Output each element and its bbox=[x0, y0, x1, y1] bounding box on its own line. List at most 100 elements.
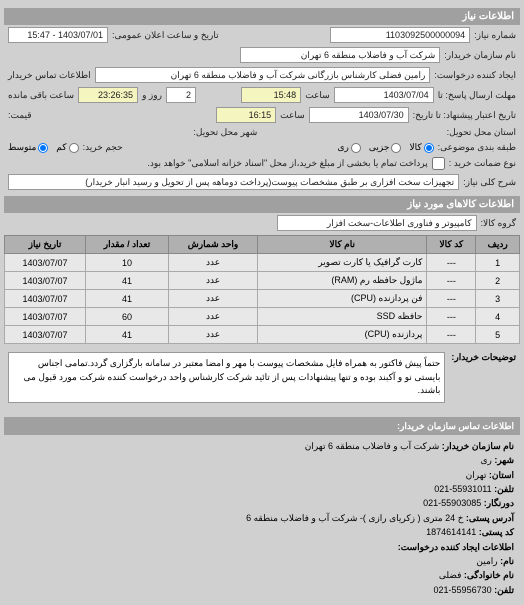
tel-label: تلفن: bbox=[494, 484, 514, 494]
volume-label: حجم خرید: bbox=[83, 142, 123, 153]
category-label: طبقه بندی موضوعی: bbox=[438, 142, 516, 153]
public-date-label: تاریخ و ساعت اعلان عمومی: bbox=[112, 30, 219, 41]
warranty-checkbox[interactable] bbox=[432, 157, 445, 170]
col-qty: تعداد / مقدار bbox=[85, 236, 168, 254]
days-label: روز و bbox=[142, 90, 162, 101]
radio-kala-label: کالا bbox=[409, 142, 421, 153]
table-row: 5---پردازنده (CPU)عدد411403/07/07 bbox=[5, 326, 520, 344]
desc: تجهیزات سخت افزاری بر طبق مشخصات پیوست(پ… bbox=[8, 174, 459, 190]
table-cell: 60 bbox=[85, 308, 168, 326]
creator-label: اطلاعات ایجاد کننده درخواست: bbox=[398, 542, 514, 552]
category-radio-group: کالا جزیی ری bbox=[338, 142, 434, 153]
radio-part-label: جزیی bbox=[369, 142, 390, 153]
table-cell: 1403/07/07 bbox=[5, 308, 86, 326]
table-cell: 1403/07/07 bbox=[5, 272, 86, 290]
col-name: نام کالا bbox=[258, 236, 427, 254]
table-cell: فن پردازنده (CPU) bbox=[258, 290, 427, 308]
addr: خ 24 متری ( زکریای رازی )- شرکت آب و فاض… bbox=[246, 513, 463, 523]
table-cell: 4 bbox=[476, 308, 520, 326]
col-rownum: ردیف bbox=[476, 236, 520, 254]
tel2-label: تلفن: bbox=[494, 585, 514, 595]
group: کامپیوتر و فناوری اطلاعات-سخت افزار bbox=[277, 215, 477, 231]
col-unit: واحد شمارش bbox=[169, 236, 258, 254]
addr-label: آدرس پستی: bbox=[466, 513, 514, 523]
deadline-send-date: 1403/07/04 bbox=[334, 87, 434, 103]
radio-kala[interactable]: کالا bbox=[409, 142, 433, 153]
table-cell: --- bbox=[427, 290, 476, 308]
radio-med[interactable]: متوسط bbox=[8, 142, 48, 153]
contact-label: اطلاعات تماس خریدار bbox=[8, 70, 91, 81]
col-code: کد کالا bbox=[427, 236, 476, 254]
requester-label: ایجاد کننده درخواست: bbox=[434, 70, 516, 81]
radio-med-label: متوسط bbox=[8, 142, 36, 153]
table-cell: عدد bbox=[169, 272, 258, 290]
table-cell: --- bbox=[427, 272, 476, 290]
post: 1874614141 bbox=[426, 527, 476, 537]
warranty-text: پرداخت تمام یا بخشی از مبلغ خرید،از محل … bbox=[147, 158, 427, 169]
request-no-label: شماره نیاز: bbox=[474, 30, 516, 41]
time-label-2: ساعت bbox=[280, 110, 305, 121]
radio-low[interactable]: کم bbox=[56, 142, 78, 153]
lastname-label: نام خانوادگی: bbox=[464, 570, 514, 580]
validity-date: 1403/07/30 bbox=[309, 107, 409, 123]
name-label: نام: bbox=[500, 556, 514, 566]
table-row: 1---کارت گرافیک یا کارت تصویرعدد101403/0… bbox=[5, 254, 520, 272]
request-no: 1103092500000094 bbox=[330, 27, 470, 43]
days-remaining: 2 bbox=[166, 87, 196, 103]
note-label: توضیحات خریدار: bbox=[451, 352, 516, 403]
table-cell: --- bbox=[427, 254, 476, 272]
prov: تهران bbox=[466, 470, 487, 480]
volume-radio-group: کم متوسط bbox=[8, 142, 79, 153]
fax: 55903085-021 bbox=[423, 498, 481, 508]
table-cell: 1403/07/07 bbox=[5, 290, 86, 308]
table-cell: 3 bbox=[476, 290, 520, 308]
table-row: 4---حافظه SSDعدد601403/07/07 bbox=[5, 308, 520, 326]
table-cell: عدد bbox=[169, 326, 258, 344]
table-cell: عدد bbox=[169, 254, 258, 272]
validity-time: 16:15 bbox=[216, 107, 276, 123]
note-text: حتماً پیش فاکتور به همراه فایل مشخصات پی… bbox=[8, 352, 445, 403]
table-cell: حافظه SSD bbox=[258, 308, 427, 326]
warranty-label: نوع ضمانت خرید : bbox=[449, 158, 516, 169]
table-cell: ماژول حافظه رم (RAM) bbox=[258, 272, 427, 290]
org: شرکت آب و فاضلاب منطقه 6 تهران bbox=[305, 441, 440, 451]
table-cell: 5 bbox=[476, 326, 520, 344]
public-date: 1403/07/01 - 15:47 bbox=[8, 27, 108, 43]
table-cell: 41 bbox=[85, 290, 168, 308]
name: رامین bbox=[476, 556, 497, 566]
deadline-send-label: مهلت ارسال پاسخ: تا bbox=[438, 90, 516, 101]
buyer-name: شرکت آب و فاضلاب منطقه 6 تهران bbox=[240, 47, 440, 63]
radio-rial[interactable]: ری bbox=[338, 142, 361, 153]
fax-label: دورنگار: bbox=[484, 498, 514, 508]
table-cell: 1 bbox=[476, 254, 520, 272]
remaining-time: 23:26:35 bbox=[78, 87, 138, 103]
bottom-title: اطلاعات تماس سازمان خریدار: bbox=[4, 417, 520, 435]
requester: رامین فضلی کارشناس بازرگانی شرکت آب و فا… bbox=[95, 67, 431, 83]
delivery-prov-label: استان محل تحویل: bbox=[447, 127, 516, 138]
table-cell: عدد bbox=[169, 308, 258, 326]
prov-label: استان: bbox=[489, 470, 514, 480]
price-label: قیمت: bbox=[8, 110, 32, 121]
table-cell: پردازنده (CPU) bbox=[258, 326, 427, 344]
radio-rial-label: ری bbox=[338, 142, 349, 153]
post-label: کد پستی: bbox=[479, 527, 514, 537]
table-cell: 1403/07/07 bbox=[5, 254, 86, 272]
table-cell: 10 bbox=[85, 254, 168, 272]
table-cell: 1403/07/07 bbox=[5, 326, 86, 344]
org-label: نام سازمان خریدار: bbox=[442, 441, 514, 451]
radio-part[interactable]: جزیی bbox=[369, 142, 402, 153]
deadline-send-time: 15:48 bbox=[241, 87, 301, 103]
remaining-label: ساعت باقی مانده bbox=[8, 90, 74, 101]
table-cell: 41 bbox=[85, 326, 168, 344]
table-cell: کارت گرافیک یا کارت تصویر bbox=[258, 254, 427, 272]
section-info-header: اطلاعات نیاز bbox=[4, 8, 520, 25]
table-row: 2---ماژول حافظه رم (RAM)عدد411403/07/07 bbox=[5, 272, 520, 290]
goods-section-header: اطلاعات کالاهای مورد نیاز bbox=[4, 196, 520, 213]
radio-low-label: کم bbox=[56, 142, 66, 153]
col-date: تاریخ نیاز bbox=[5, 236, 86, 254]
buyer-name-label: نام سازمان خریدار: bbox=[444, 50, 516, 61]
tel2: 55956730-021 bbox=[434, 585, 492, 595]
city-label: شهر: bbox=[494, 455, 514, 465]
table-cell: 41 bbox=[85, 272, 168, 290]
desc-label: شرح کلی نیاز: bbox=[463, 177, 516, 188]
